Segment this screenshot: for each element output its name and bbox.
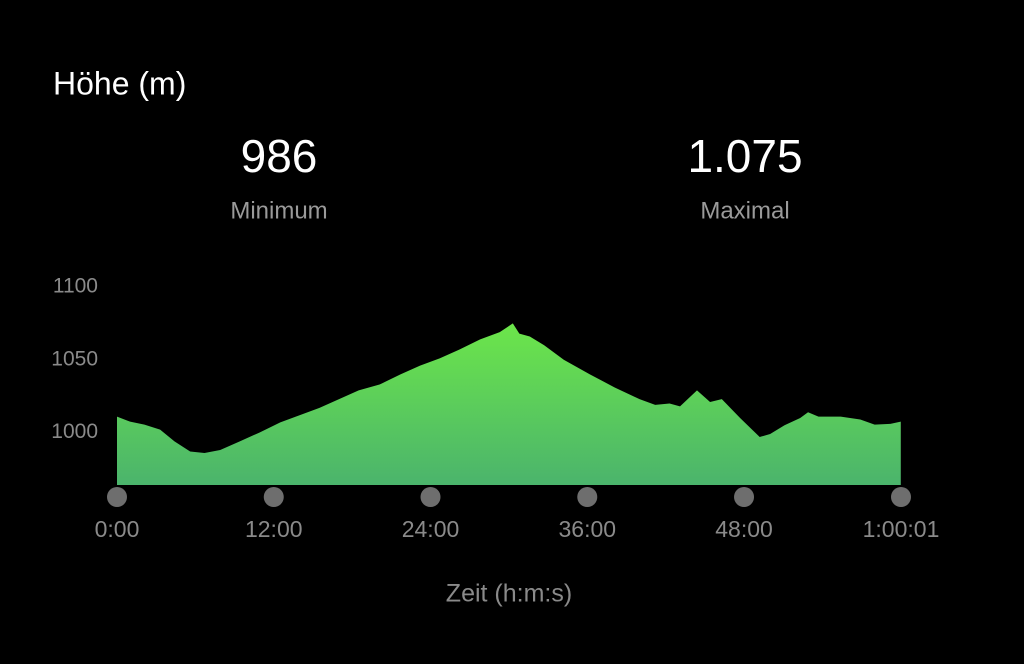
x-axis-title: Zeit (h:m:s): [446, 580, 572, 608]
stat-label: Maximal: [700, 197, 789, 224]
x-tick-label: 1:00:01: [863, 516, 940, 542]
x-tick-label: 12:00: [245, 516, 303, 542]
area: [117, 323, 901, 485]
x-tick-dot: [420, 487, 441, 507]
x-tick-dot: [734, 487, 755, 507]
stat-label: Minimum: [230, 197, 327, 224]
stat-value: 1.075: [687, 130, 802, 182]
x-tick-label: 36:00: [558, 516, 616, 542]
x-tick-label: 48:00: [715, 516, 773, 542]
y-tick-label: 1100: [53, 275, 98, 298]
x-tick-label: 0:00: [95, 516, 140, 542]
y-tick-label: 1050: [51, 347, 98, 370]
x-tick-dot: [891, 487, 911, 507]
chart-title: Höhe (m): [53, 65, 186, 101]
x-tick-dot: [263, 487, 284, 507]
x-tick-dot: [107, 487, 127, 507]
x-tick-label: 24:00: [402, 516, 460, 542]
stat-value: 986: [241, 130, 318, 182]
y-tick-label: 1000: [51, 420, 98, 443]
x-tick-dot: [577, 487, 598, 507]
